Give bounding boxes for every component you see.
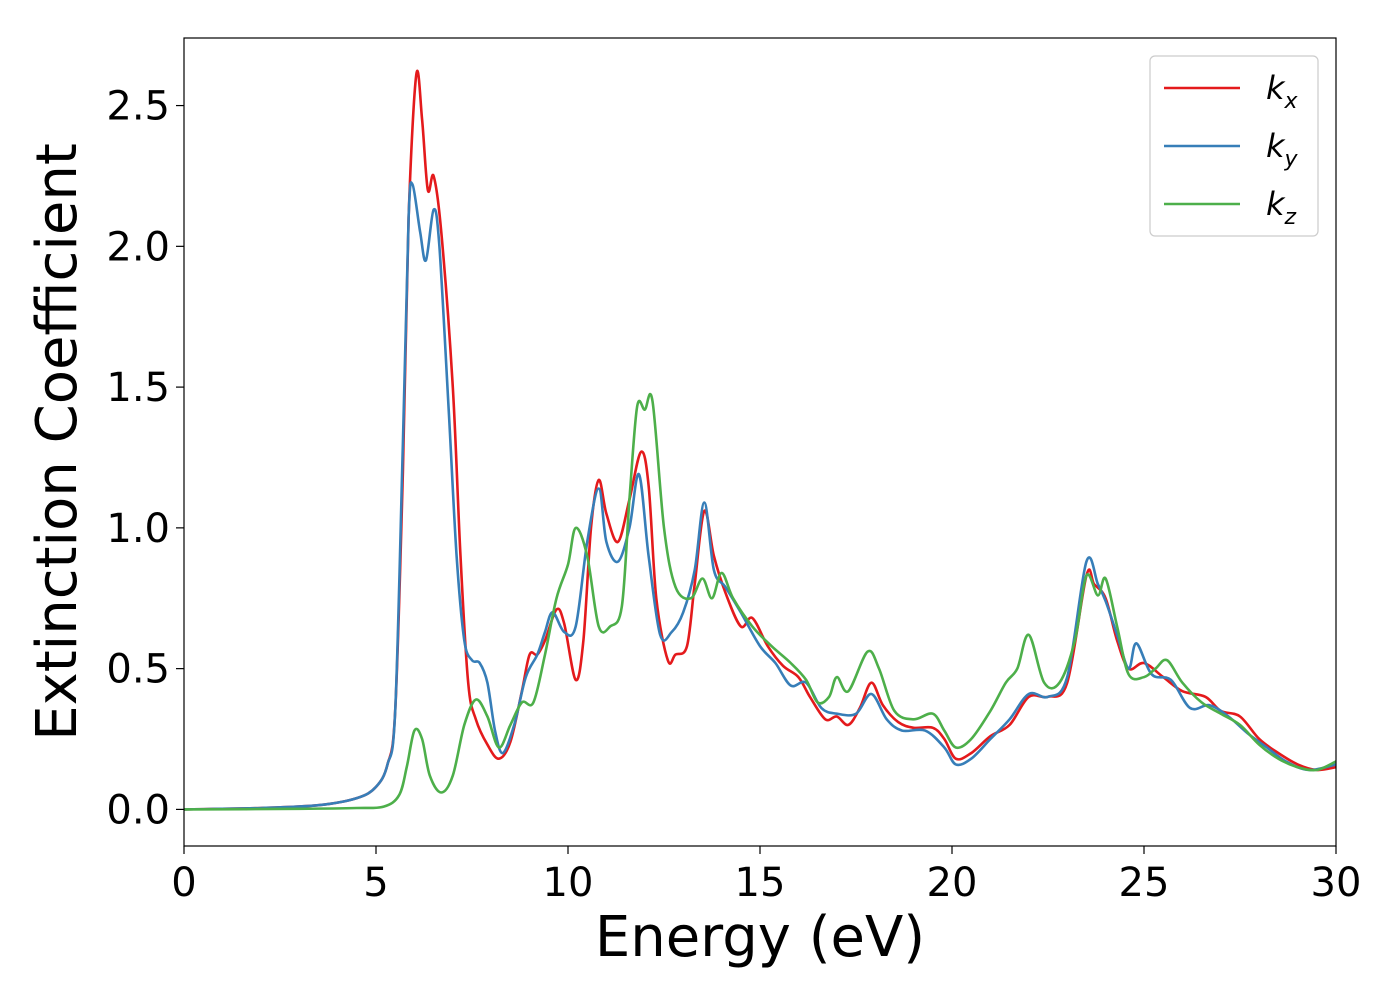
x-tick-label: 30 — [1311, 860, 1362, 906]
series-layer — [184, 69, 1336, 811]
x-tick-label: 25 — [1119, 860, 1170, 906]
y-tick-label: 1.0 — [106, 506, 170, 552]
x-tick-label: 10 — [543, 860, 594, 906]
y-tick-label: 1.5 — [106, 365, 170, 411]
x-tick-label: 0 — [171, 860, 196, 906]
x-tick-label: 5 — [363, 860, 388, 906]
series-line-kx — [184, 69, 1336, 811]
y-tick-label: 0.0 — [106, 787, 170, 833]
x-axis-title: Energy (eV) — [595, 905, 925, 970]
y-tick-label: 0.5 — [106, 647, 170, 693]
y-axis-title: Extinction Coefficient — [25, 143, 90, 741]
y-tick-label: 2.5 — [106, 84, 170, 130]
x-axis: 0 5 10 15 20 25 30 — [171, 846, 1361, 906]
y-axis: 0.0 0.5 1.0 1.5 2.0 2.5 — [106, 84, 184, 833]
x-tick-label: 20 — [927, 860, 978, 906]
x-tick-label: 15 — [735, 860, 786, 906]
y-tick-label: 2.0 — [106, 224, 170, 270]
series-line-kz — [184, 392, 1336, 811]
